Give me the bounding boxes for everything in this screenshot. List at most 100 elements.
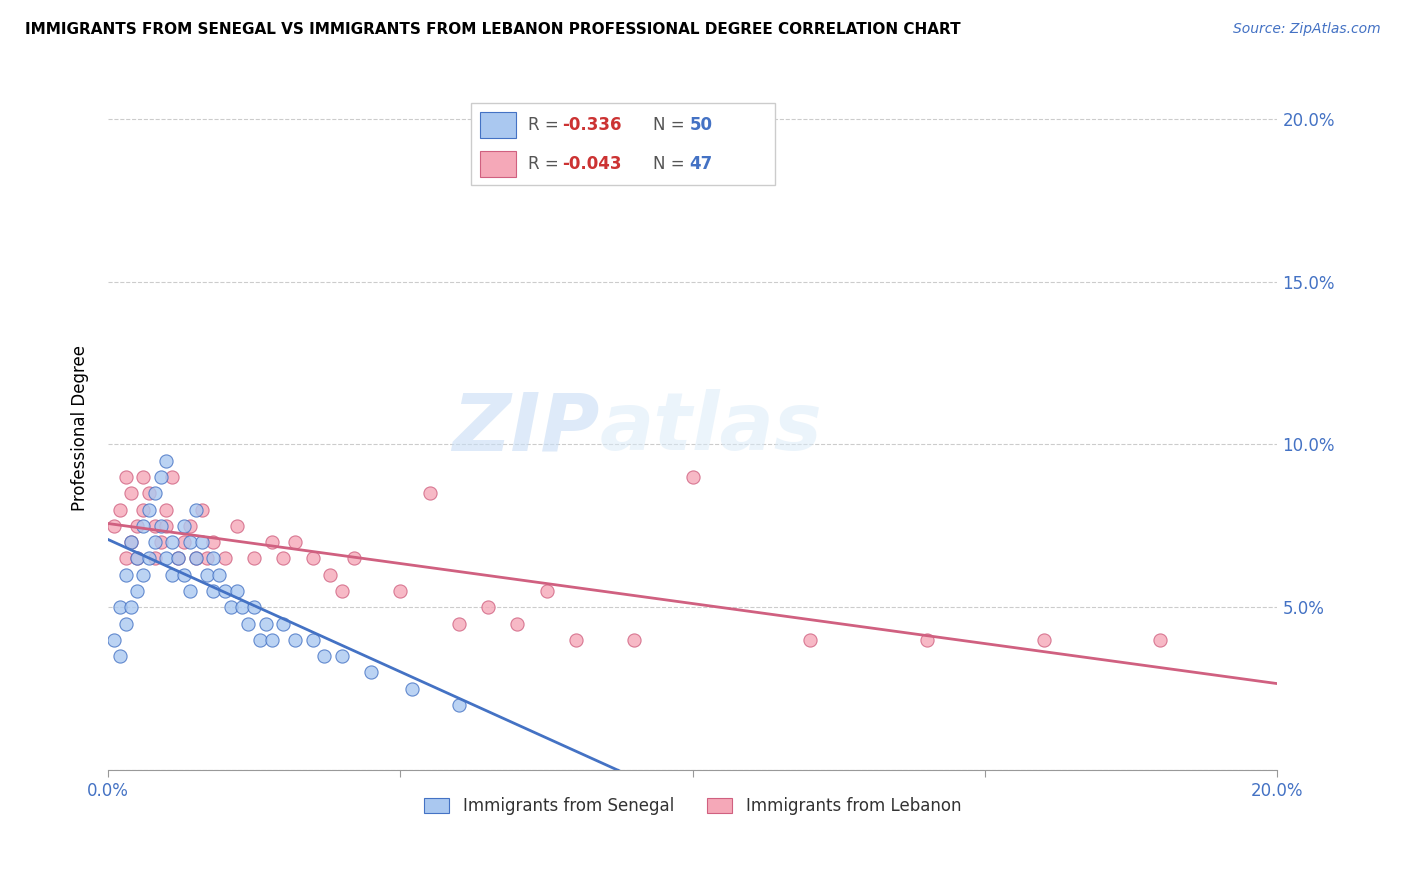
Point bbox=[173, 519, 195, 533]
Point bbox=[114, 551, 136, 566]
Point bbox=[314, 648, 336, 663]
Point bbox=[231, 600, 253, 615]
Point bbox=[114, 567, 136, 582]
Point bbox=[1149, 632, 1171, 647]
Point bbox=[623, 632, 645, 647]
Point bbox=[173, 535, 195, 549]
Point bbox=[138, 486, 160, 500]
Text: Source: ZipAtlas.com: Source: ZipAtlas.com bbox=[1233, 22, 1381, 37]
Point bbox=[360, 665, 382, 680]
Point bbox=[202, 535, 225, 549]
Point bbox=[143, 486, 166, 500]
Point bbox=[149, 535, 172, 549]
Y-axis label: Professional Degree: Professional Degree bbox=[72, 345, 89, 511]
Point bbox=[219, 600, 242, 615]
Point bbox=[225, 519, 247, 533]
Point bbox=[132, 567, 155, 582]
Point bbox=[202, 583, 225, 598]
Point bbox=[243, 600, 266, 615]
Point bbox=[173, 567, 195, 582]
Point bbox=[143, 551, 166, 566]
Point bbox=[138, 502, 160, 516]
Point bbox=[132, 502, 155, 516]
Point bbox=[214, 551, 236, 566]
Point bbox=[249, 632, 271, 647]
Point bbox=[149, 519, 172, 533]
Point bbox=[202, 551, 225, 566]
Point bbox=[389, 583, 412, 598]
Text: atlas: atlas bbox=[599, 389, 823, 467]
Text: ZIP: ZIP bbox=[451, 389, 599, 467]
Point bbox=[120, 600, 142, 615]
Point bbox=[179, 519, 201, 533]
Point bbox=[108, 502, 131, 516]
Point bbox=[103, 632, 125, 647]
Point bbox=[167, 551, 190, 566]
Point bbox=[132, 470, 155, 484]
Point bbox=[149, 470, 172, 484]
Point bbox=[120, 535, 142, 549]
Point bbox=[301, 551, 323, 566]
Point bbox=[273, 551, 295, 566]
Point bbox=[138, 551, 160, 566]
Point bbox=[127, 519, 149, 533]
Point bbox=[190, 502, 212, 516]
Point bbox=[682, 470, 704, 484]
Point bbox=[184, 502, 207, 516]
Point bbox=[114, 616, 136, 631]
Point bbox=[155, 551, 177, 566]
Point bbox=[108, 600, 131, 615]
Point bbox=[260, 535, 283, 549]
Point bbox=[190, 535, 212, 549]
Point bbox=[254, 616, 277, 631]
Point bbox=[243, 551, 266, 566]
Point bbox=[799, 632, 821, 647]
Point bbox=[342, 551, 364, 566]
Point bbox=[330, 583, 353, 598]
Point bbox=[127, 551, 149, 566]
Point bbox=[155, 454, 177, 468]
Point bbox=[179, 535, 201, 549]
Point bbox=[127, 583, 149, 598]
Point bbox=[273, 616, 295, 631]
Point bbox=[132, 519, 155, 533]
Point bbox=[208, 567, 231, 582]
Point bbox=[477, 600, 499, 615]
Point bbox=[179, 583, 201, 598]
Point bbox=[564, 632, 586, 647]
Point bbox=[155, 502, 177, 516]
Point bbox=[184, 551, 207, 566]
Point bbox=[447, 616, 470, 631]
Point bbox=[143, 535, 166, 549]
Point bbox=[184, 551, 207, 566]
Point bbox=[143, 519, 166, 533]
Point bbox=[120, 486, 142, 500]
Point bbox=[162, 535, 184, 549]
Point bbox=[162, 470, 184, 484]
Point bbox=[162, 567, 184, 582]
Point bbox=[319, 567, 342, 582]
Point bbox=[167, 551, 190, 566]
Point bbox=[419, 486, 441, 500]
Point bbox=[225, 583, 247, 598]
Point bbox=[214, 583, 236, 598]
Point bbox=[103, 519, 125, 533]
Point bbox=[1032, 632, 1054, 647]
Point bbox=[108, 648, 131, 663]
Point bbox=[915, 632, 938, 647]
Point bbox=[284, 535, 307, 549]
Point bbox=[120, 535, 142, 549]
Point bbox=[238, 616, 260, 631]
Point bbox=[197, 567, 219, 582]
Point bbox=[401, 681, 423, 696]
Point bbox=[506, 616, 529, 631]
Point bbox=[127, 551, 149, 566]
Point bbox=[260, 632, 283, 647]
Point bbox=[114, 470, 136, 484]
Text: IMMIGRANTS FROM SENEGAL VS IMMIGRANTS FROM LEBANON PROFESSIONAL DEGREE CORRELATI: IMMIGRANTS FROM SENEGAL VS IMMIGRANTS FR… bbox=[25, 22, 960, 37]
Point bbox=[155, 519, 177, 533]
Legend: Immigrants from Senegal, Immigrants from Lebanon: Immigrants from Senegal, Immigrants from… bbox=[416, 789, 969, 823]
Point bbox=[447, 698, 470, 712]
Point bbox=[330, 648, 353, 663]
Point bbox=[536, 583, 558, 598]
